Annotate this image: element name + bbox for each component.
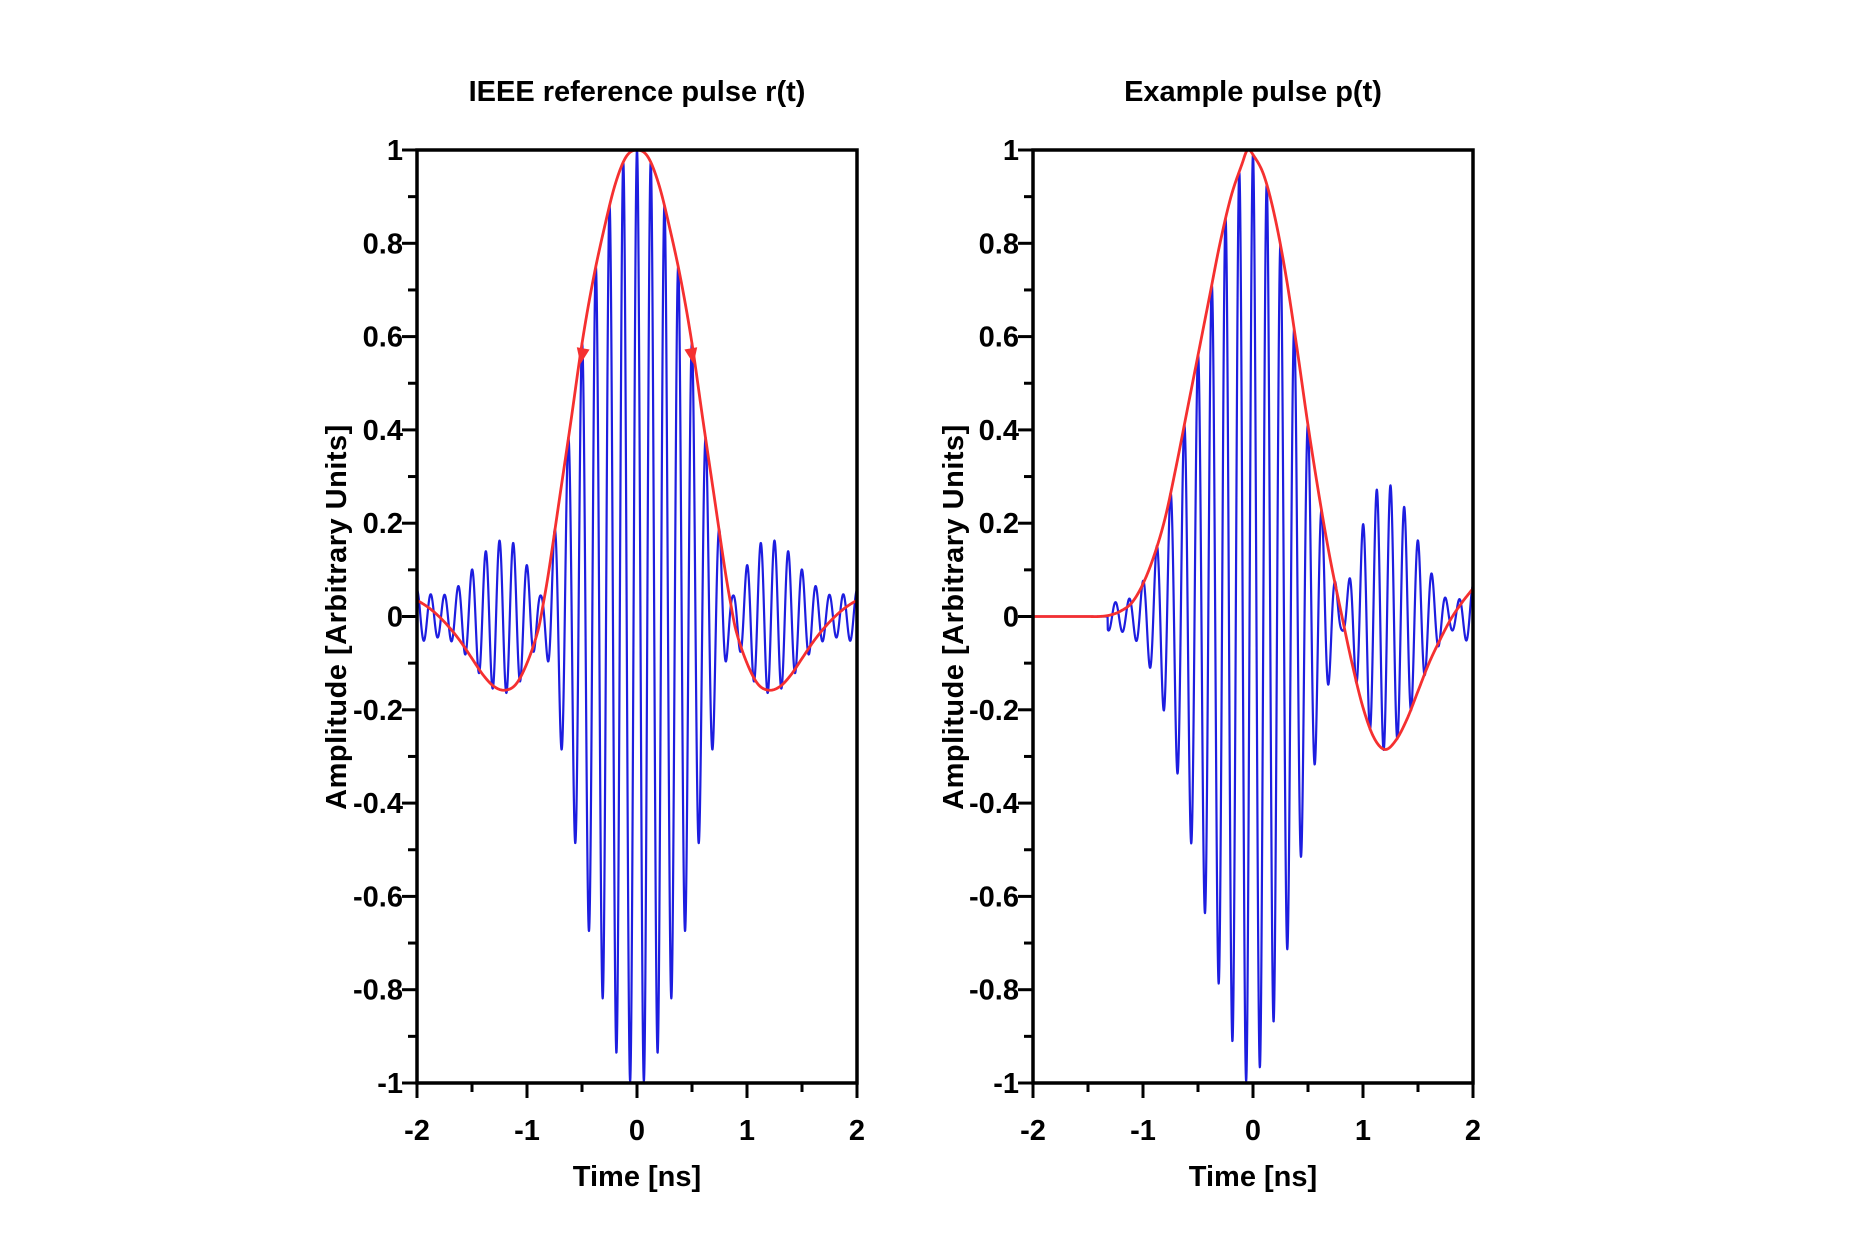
plot-1-curves (1033, 150, 1473, 1083)
y-tick-label: -0.4 (969, 788, 1019, 820)
y-tick-label: 0 (387, 602, 403, 634)
plot-0-curves (417, 150, 857, 1083)
x-tick-label: 2 (849, 1115, 865, 1147)
y-tick-label: -0.2 (969, 695, 1019, 727)
x-tick-label: -2 (404, 1115, 430, 1147)
x-tick-label: -1 (514, 1115, 540, 1147)
y-tick-label: -0.6 (969, 881, 1019, 913)
x-tick-label: 1 (739, 1115, 755, 1147)
x-tick-label: 0 (1245, 1115, 1261, 1147)
x-tick-label: -1 (1130, 1115, 1156, 1147)
y-tick-label: 1 (1003, 135, 1019, 167)
pulse-curve-0 (417, 150, 857, 1083)
y-tick-label: -0.6 (353, 881, 403, 913)
right-y-axis-label: Amplitude [Arbitrary Units] (938, 424, 970, 810)
y-tick-label: 0 (1003, 602, 1019, 634)
y-tick-label: 0.4 (979, 415, 1019, 447)
left-plot-title: IEEE reference pulse r(t) (468, 76, 806, 108)
right-x-axis-label: Time [ns] (1188, 1161, 1318, 1193)
y-tick-label: -0.8 (353, 975, 403, 1007)
y-tick-label: -0.4 (353, 788, 403, 820)
y-tick-label: -1 (377, 1068, 403, 1100)
envelope-arrow-0-0 (576, 347, 590, 365)
y-tick-label: 0.4 (363, 415, 403, 447)
envelope-arrow-0-1 (684, 347, 698, 365)
y-tick-label: 0.6 (979, 322, 1019, 354)
y-tick-label: 1 (387, 135, 403, 167)
y-tick-label: 0.2 (979, 508, 1019, 540)
y-tick-label: 0.2 (363, 508, 403, 540)
x-tick-label: 0 (629, 1115, 645, 1147)
x-tick-label: -2 (1020, 1115, 1046, 1147)
right-plot-title: Example pulse p(t) (1124, 76, 1382, 108)
y-tick-label: -0.8 (969, 975, 1019, 1007)
envelope-curve-0 (417, 150, 857, 692)
y-tick-label: -1 (993, 1068, 1019, 1100)
x-tick-label: 2 (1465, 1115, 1481, 1147)
y-tick-label: 0.8 (363, 228, 403, 260)
envelope-curve-1 (1033, 150, 1473, 751)
x-tick-label: 1 (1355, 1115, 1371, 1147)
left-x-axis-label: Time [ns] (572, 1161, 702, 1193)
left-y-axis-label: Amplitude [Arbitrary Units] (321, 424, 353, 810)
y-tick-label: 0.6 (363, 322, 403, 354)
y-tick-label: -0.2 (353, 695, 403, 727)
y-tick-label: 0.8 (979, 228, 1019, 260)
